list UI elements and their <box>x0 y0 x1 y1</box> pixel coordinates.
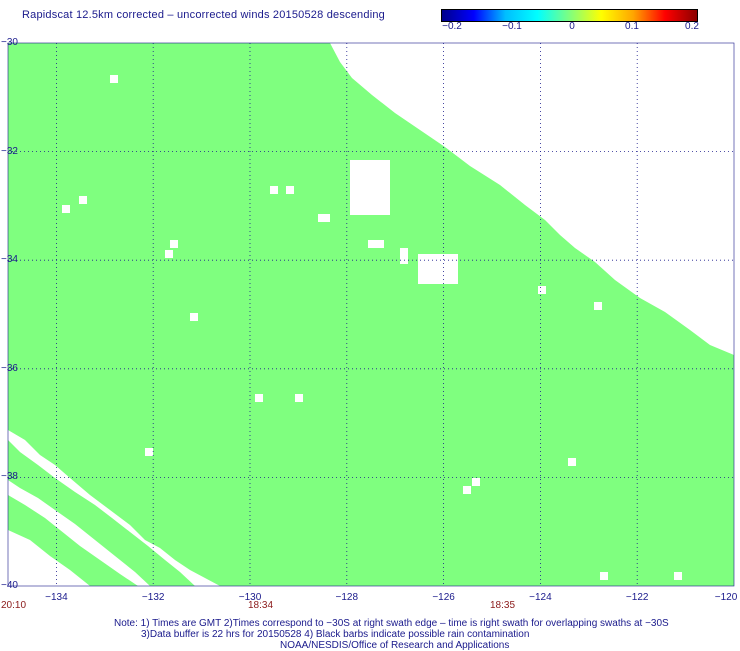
chart-title: Rapidscat 12.5km corrected – uncorrected… <box>22 9 385 21</box>
data-gap-cell <box>170 240 178 248</box>
data-gap-cell <box>368 240 384 248</box>
lower-swath-2 <box>8 495 138 586</box>
data-gap-cell <box>350 160 390 215</box>
colorbar-tick-label: 0.2 <box>685 21 699 32</box>
colorbar-tick-label: −0.1 <box>502 21 522 32</box>
colorbar-tick-label: 0.1 <box>625 21 639 32</box>
data-gap-cell <box>318 214 330 222</box>
y-tick-label: −34 <box>1 254 18 266</box>
x-tick-label: −124 <box>529 592 552 603</box>
data-gap-cell <box>538 286 546 294</box>
data-gap-cell <box>674 572 682 580</box>
data-gap-cell <box>400 248 408 264</box>
x-tick-label: −128 <box>335 592 359 603</box>
data-gap-cell <box>286 186 294 194</box>
data-gap-cell <box>600 572 608 580</box>
note-line-2: 3)Data buffer is 22 hrs for 20150528 4) … <box>141 629 530 640</box>
data-gap-cell <box>418 254 458 284</box>
data-gap-cell <box>79 196 87 204</box>
y-tick-label: −32 <box>1 145 18 157</box>
data-gap-cell <box>255 394 263 402</box>
x-tick-label: −134 <box>45 592 68 603</box>
swath-time-label: 18:34 <box>248 600 274 611</box>
main-swath <box>8 43 734 586</box>
note-line-3: NOAA/NESDIS/Office of Research and Appli… <box>280 640 510 651</box>
y-tick-label: −30 <box>1 37 18 48</box>
lower-swath-1 <box>8 440 195 586</box>
data-gap-cell <box>62 205 70 213</box>
wind-difference-field <box>8 43 734 586</box>
x-tick-label: −120 <box>714 592 738 603</box>
lat-lon-grid <box>8 43 734 586</box>
note-line-1: Note: 1) Times are GMT 2)Times correspon… <box>114 618 669 629</box>
x-tick-label: −132 <box>141 592 165 603</box>
data-gap-cell <box>463 486 471 494</box>
data-gap-cell <box>594 302 602 310</box>
x-tick-label: −130 <box>238 592 262 603</box>
colorbar <box>441 9 698 22</box>
swath-time-label: 18:35 <box>490 600 516 611</box>
x-tick-label: −122 <box>625 592 649 603</box>
plot-frame <box>7 42 735 587</box>
swath-time-label: 20:10 <box>1 600 27 611</box>
data-gap-cell <box>165 250 173 258</box>
colorbar-tick-label: 0 <box>569 21 575 32</box>
y-tick-label: −40 <box>1 580 18 591</box>
colorbar-tick-label: −0.2 <box>442 21 462 32</box>
data-gap-cell <box>190 313 198 321</box>
y-tick-label: −36 <box>1 362 18 374</box>
data-gap-cell <box>270 186 278 194</box>
data-gap-cell <box>295 394 303 402</box>
x-tick-label: −126 <box>432 592 455 603</box>
y-tick-label: −38 <box>1 471 18 483</box>
data-gap-cell <box>110 75 118 83</box>
data-gap-cell <box>568 458 576 466</box>
data-gap-cell <box>145 448 153 456</box>
data-gap-cell <box>472 478 480 486</box>
